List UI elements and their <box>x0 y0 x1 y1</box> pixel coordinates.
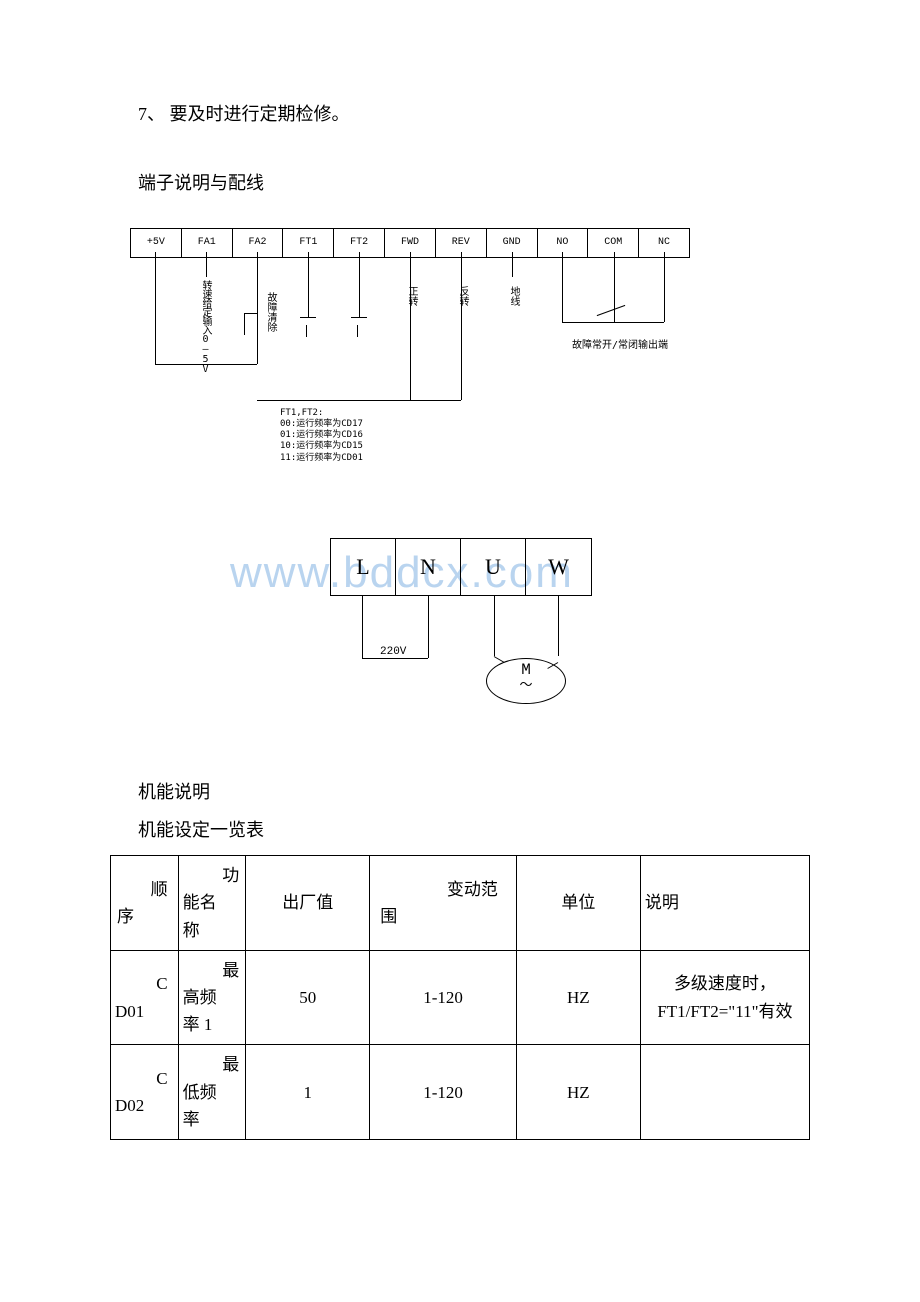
td-note <box>640 1045 809 1140</box>
label-relay-output: 故障常开/常闭输出端 <box>550 340 690 352</box>
power-cell: U <box>461 539 526 595</box>
power-cell: L <box>331 539 396 595</box>
terminal-cell: FA1 <box>182 229 233 257</box>
td-factory: 50 <box>246 950 370 1045</box>
table-row: C D01 最 高频率 1 50 1-120 HZ 多级速度时，FT1/FT2=… <box>111 950 810 1045</box>
label-speed-input: 转速给定输入0—5V <box>200 280 211 374</box>
td-range: 1-120 <box>370 950 517 1045</box>
terminal-diagram: +5V FA1 FA2 FT1 FT2 FWD REV GND NO COM N… <box>130 228 690 478</box>
power-terminal-row: L N U W <box>330 538 592 596</box>
th-factory: 出厂值 <box>246 856 370 951</box>
heading-terminals: 端子说明与配线 <box>110 169 810 198</box>
th-unit: 单位 <box>516 856 640 951</box>
th-note: 说明 <box>640 856 809 951</box>
heading-function: 机能说明 <box>110 778 810 807</box>
power-diagram: www.bddcx.com L N U W 220V M ～ <box>270 538 650 738</box>
label-fwd: 正转 <box>400 286 422 310</box>
td-factory: 1 <box>246 1045 370 1140</box>
power-cell: N <box>396 539 461 595</box>
td-note: 多级速度时，FT1/FT2="11"有效 <box>640 950 809 1045</box>
th-seq: 顺 序 <box>111 856 179 951</box>
label-gnd: 地线 <box>502 286 524 310</box>
td-unit: HZ <box>516 1045 640 1140</box>
power-cell: W <box>526 539 591 595</box>
params-table: 顺 序 功 能名称 出厂值 变动范 围 单位 说明 C D01 最 高频率 <box>110 855 810 1140</box>
label-fault-clear: 故障清除 <box>258 292 282 336</box>
list-item-7: 7、 要及时进行定期检修。 <box>110 100 810 129</box>
th-name: 功 能名称 <box>178 856 246 951</box>
terminal-cell: FA2 <box>233 229 284 257</box>
ft-note: FT1,FT2: 00:运行频率为CD17 01:运行频率为CD16 10:运行… <box>280 408 363 464</box>
motor-symbol: M ～ <box>486 658 566 704</box>
table-header-row: 顺 序 功 能名称 出厂值 变动范 围 单位 说明 <box>111 856 810 951</box>
heading-function-table: 机能设定一览表 <box>110 816 810 845</box>
th-range: 变动范 围 <box>370 856 517 951</box>
td-unit: HZ <box>516 950 640 1045</box>
terminal-cell: +5V <box>131 229 182 257</box>
td-range: 1-120 <box>370 1045 517 1140</box>
label-rev: 反转 <box>451 286 473 310</box>
table-row: C D02 最 低频率 1 1-120 HZ <box>111 1045 810 1140</box>
label-220v: 220V <box>380 644 406 662</box>
